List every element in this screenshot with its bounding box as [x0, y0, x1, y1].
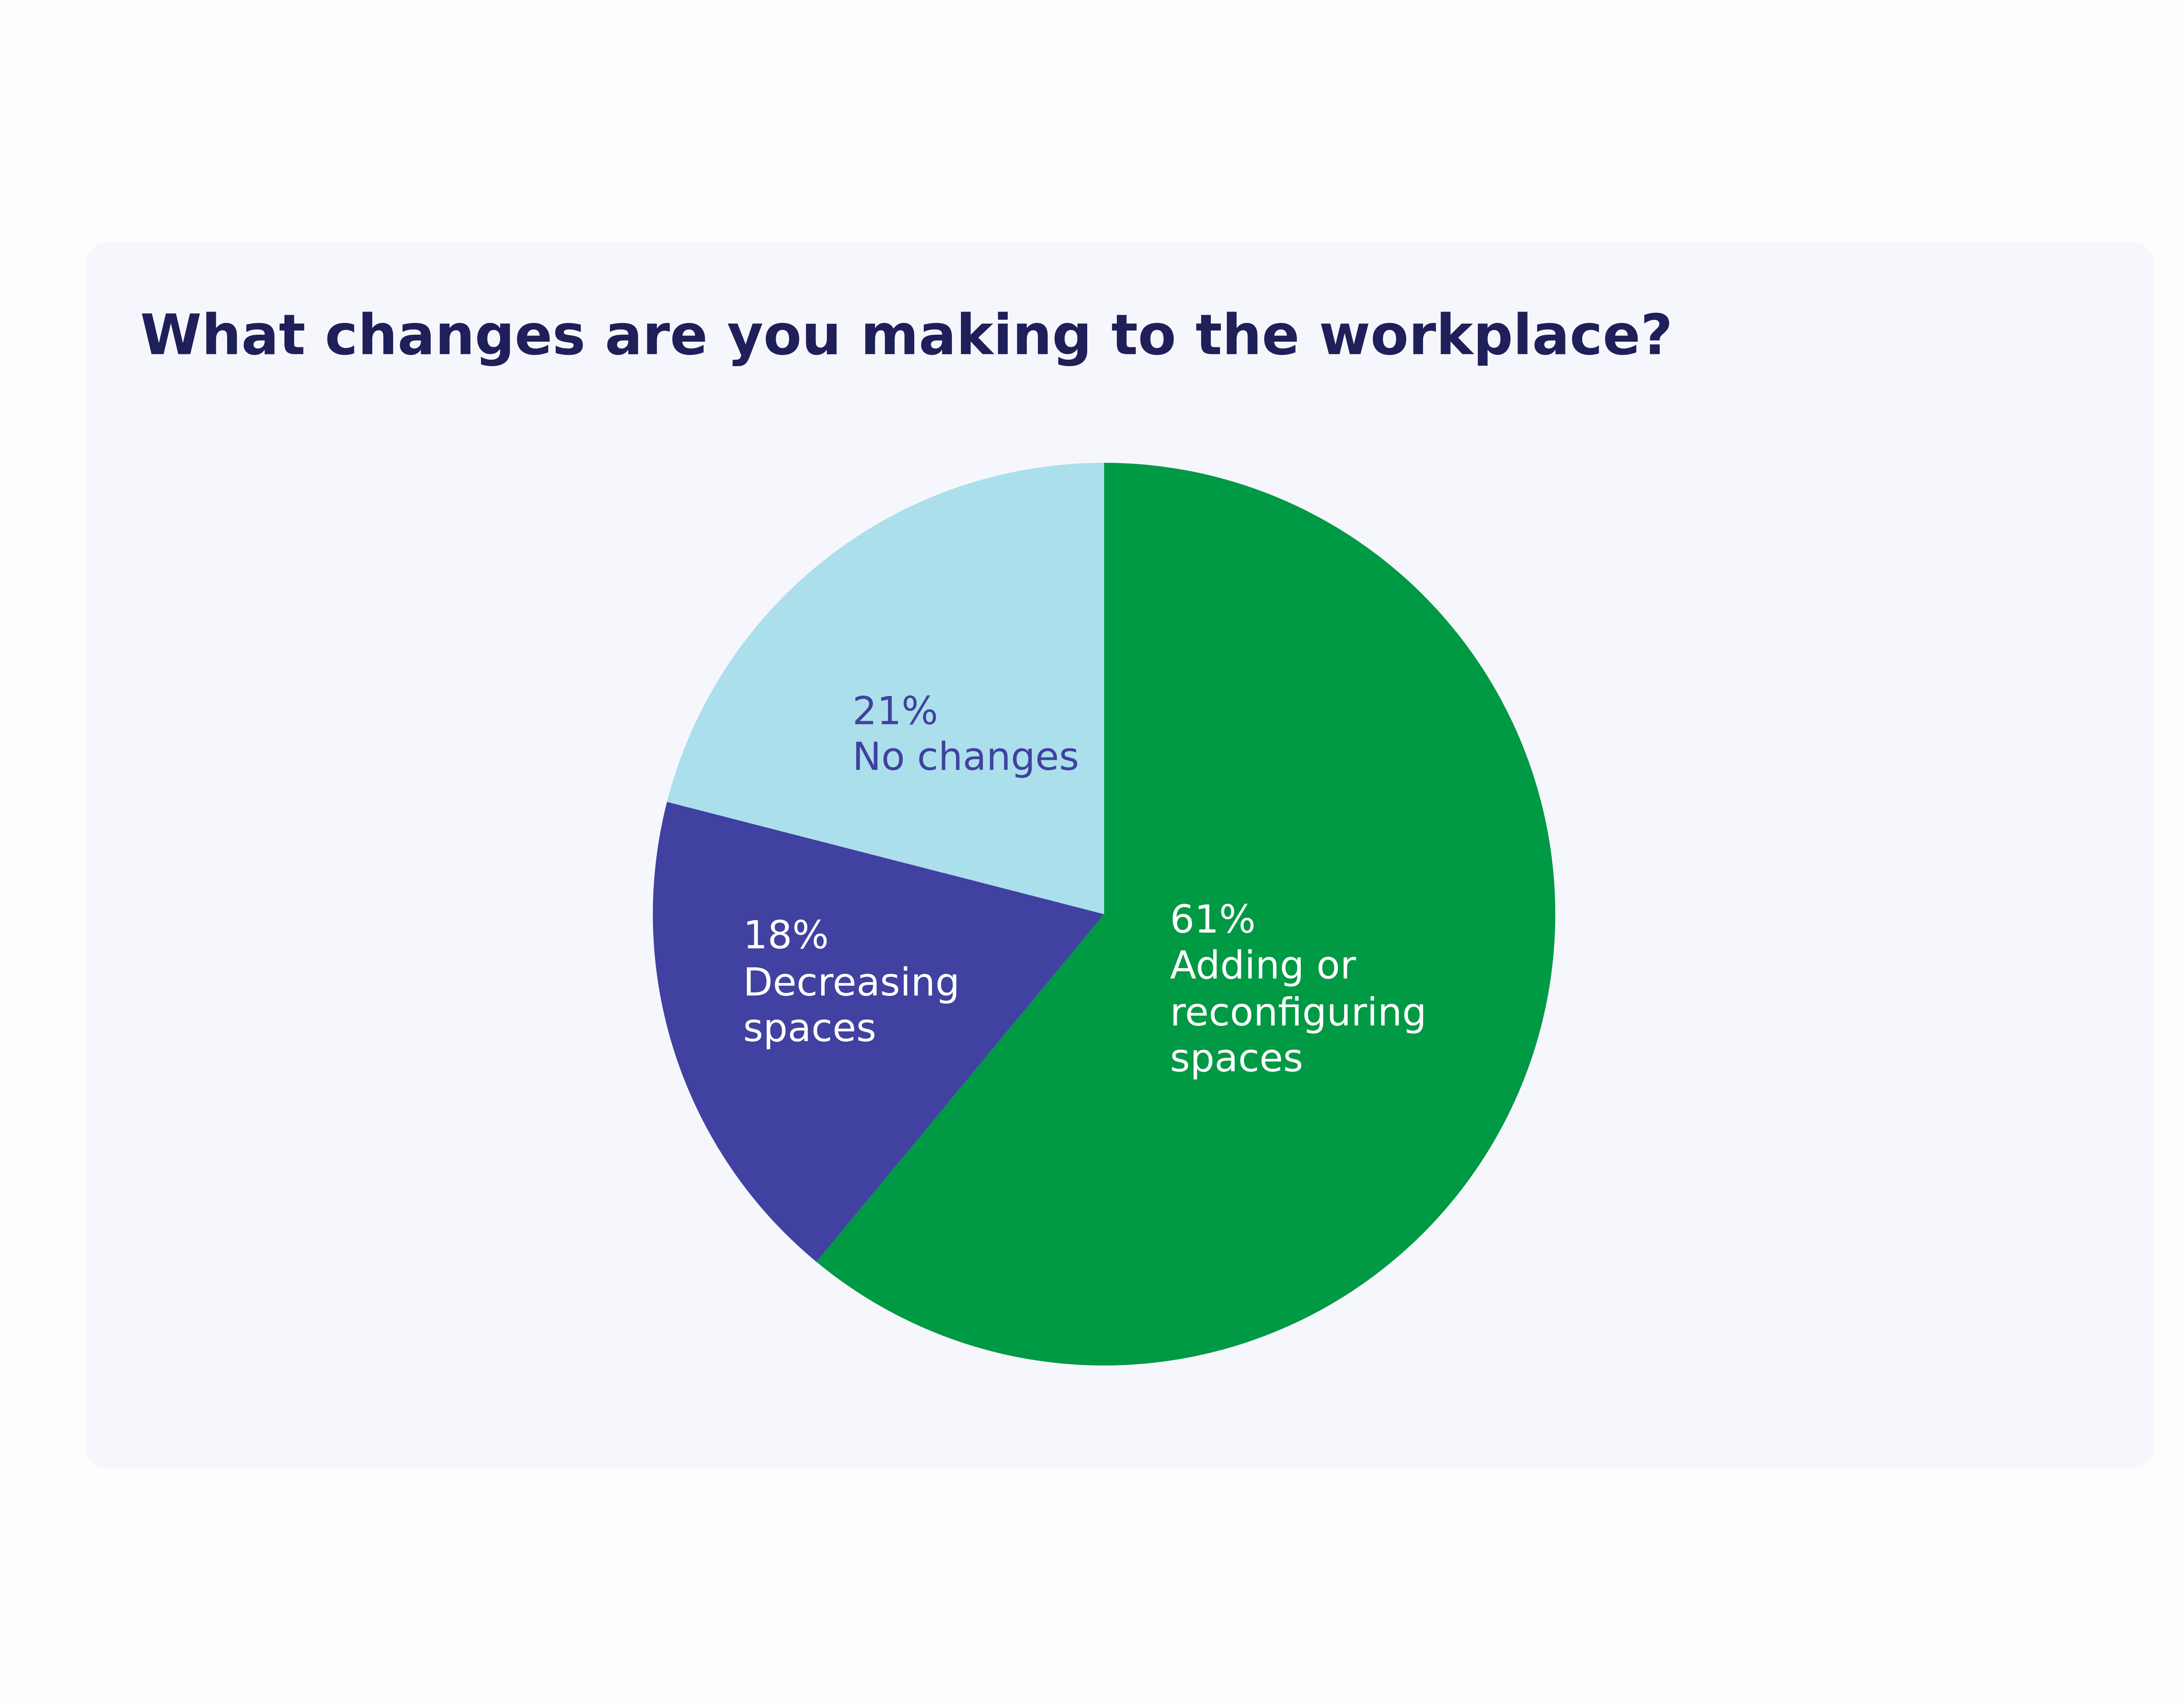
slice-label-text: 61% Adding or reconfiguring spaces: [1170, 898, 1463, 1083]
category-label: Decreasing spaces: [743, 960, 960, 1052]
pie-slice: [653, 802, 1104, 1262]
slice-label-box: 18% Decreasing spaces: [704, 869, 1075, 1098]
pie-slice: [816, 463, 1555, 1366]
category-label: No changes: [852, 736, 1079, 780]
slice-label: 21%No changes: [780, 622, 1151, 850]
slice-label-text: 18% Decreasing spaces: [743, 914, 1036, 1053]
value-label: 61%: [1170, 898, 1256, 942]
category-label: Adding or reconfiguring spaces: [1170, 944, 1427, 1081]
slice-label-box: 21% No changes: [780, 622, 1151, 850]
pie-slice: [667, 463, 1104, 914]
value-label: 21%: [852, 689, 938, 734]
slice-label: 61%Adding or reconfiguring spaces: [1131, 876, 1502, 1105]
slice-label: 18%Decreasing spaces: [704, 869, 1075, 1098]
chart-title: What changes are you making to the workp…: [140, 303, 1673, 368]
slice-label-box: 61% Adding or reconfiguring spaces: [1131, 876, 1502, 1105]
slice-label-text: 21% No changes: [853, 689, 1079, 782]
value-label: 18%: [743, 914, 829, 959]
